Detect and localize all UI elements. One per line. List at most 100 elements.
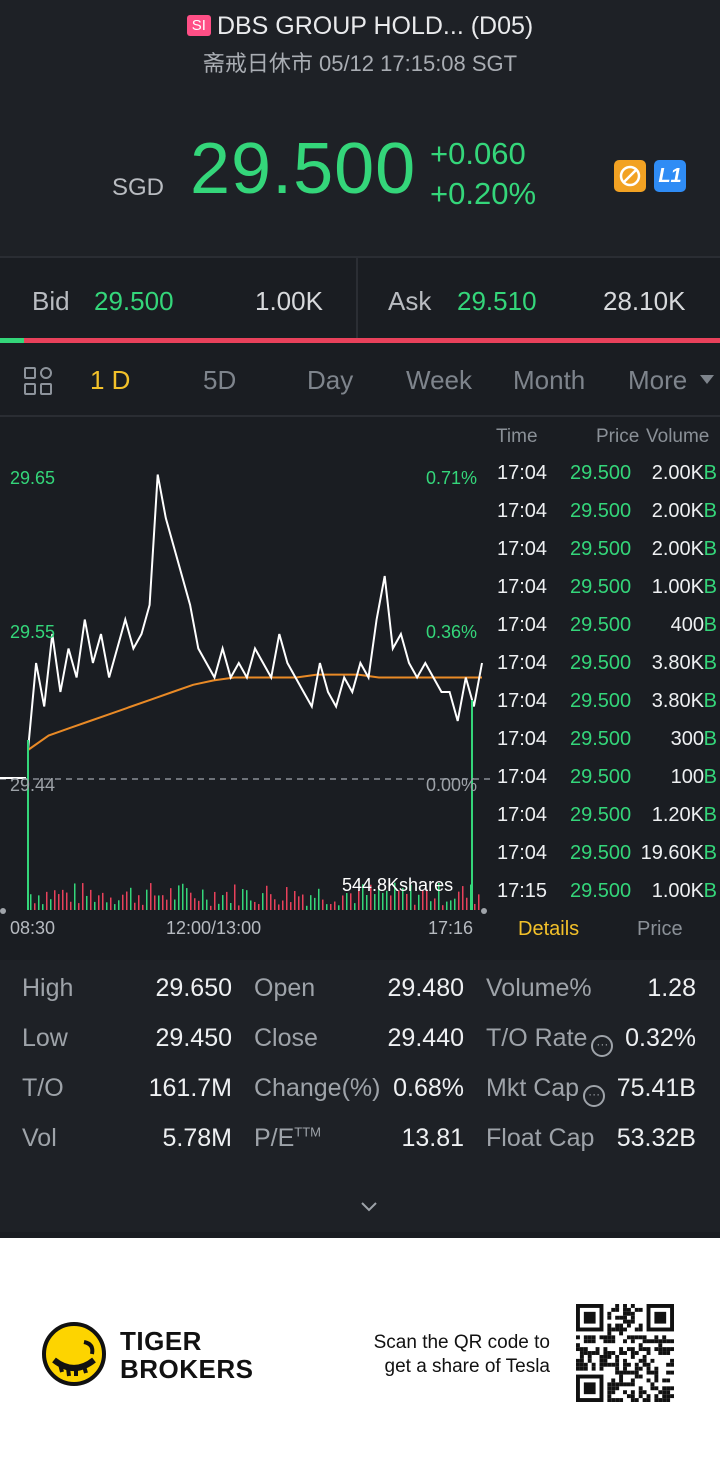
trade-volume: 2.00K [651, 538, 704, 560]
chart-canvas[interactable] [0, 420, 490, 920]
stat-high-value: 29.650 [155, 974, 232, 1002]
y-label-high: 29.65 [10, 468, 56, 488]
pct-label-base: 0.00% [426, 775, 478, 795]
trade-row: 17:04 29.500 100 B [490, 766, 720, 804]
volume-bar [454, 898, 456, 910]
volume-bar [138, 895, 140, 910]
tab-day[interactable]: Day [307, 365, 354, 395]
volume-bar [286, 887, 288, 910]
info-icon[interactable]: ··· [591, 1035, 614, 1057]
trade-volume: 3.80K [651, 690, 704, 712]
volume-bar [398, 890, 400, 910]
x-label-midday: 12:00/13:00 [166, 918, 262, 938]
tab-5d[interactable]: 5D [203, 365, 237, 395]
volume-bar [446, 901, 448, 910]
volume-bar [30, 894, 32, 910]
trade-volume: 1.00K [651, 576, 704, 598]
volume-bar [426, 889, 428, 910]
trade-volume: 100 [670, 766, 704, 788]
quote-header: SI DBS GROUP HOLD... (D05) 斋戒日休市 05/12 17… [0, 0, 720, 256]
volume-bar [94, 901, 96, 910]
trade-time: 17:04 [497, 842, 548, 864]
volume-bar [450, 900, 452, 910]
tab-more[interactable]: More [628, 365, 688, 395]
qr-code-icon [576, 1304, 674, 1402]
trade-ticker[interactable]: Time Price Volume 17:04 29.500 2.00K B 17:04… [490, 420, 720, 920]
currency-label: SGD [112, 174, 165, 201]
layout-grid-icon[interactable] [24, 367, 54, 397]
tab-1d[interactable]: 1 D [90, 365, 131, 395]
volume-bar [198, 900, 200, 910]
trade-time: 17:04 [497, 500, 548, 522]
stock-title: DBS GROUP HOLD... (D05) [216, 12, 534, 40]
volume-bar [278, 904, 280, 910]
ask-size: 28.10K [603, 286, 686, 316]
volume-bar [318, 888, 320, 910]
level1-badge-icon[interactable]: L1 [654, 160, 686, 192]
volume-bar [98, 895, 100, 910]
trade-price: 29.500 [570, 690, 632, 712]
stock-title-row[interactable]: SI DBS GROUP HOLD... (D05) [0, 12, 720, 41]
change-absolute: +0.060 [430, 136, 526, 171]
stat-high-label: High [22, 974, 74, 1002]
stat-to-label: T/O [22, 1074, 64, 1102]
ask-label: Ask [388, 286, 432, 316]
trade-alert-icon[interactable] [614, 160, 646, 192]
volume-bar [222, 895, 224, 910]
brand-line1: TIGER [120, 1326, 202, 1356]
volume-bar [430, 901, 432, 910]
stat-torate-value: 0.32% [625, 1024, 696, 1052]
more-dropdown-icon[interactable] [700, 375, 714, 385]
volume-bar [62, 889, 64, 910]
bid-ratio-bar [0, 338, 24, 343]
stat-chg-value: 0.68% [393, 1074, 464, 1102]
volume-bar [326, 904, 328, 910]
volume-bar [142, 904, 144, 910]
volume-bar [150, 883, 152, 910]
tab-week[interactable]: Week [406, 365, 472, 395]
volume-bar [218, 903, 220, 910]
expand-chevron-icon[interactable] [359, 1196, 379, 1216]
volume-bar [226, 891, 228, 910]
info-icon[interactable]: ··· [583, 1085, 606, 1107]
volume-bar [370, 884, 372, 910]
volume-bar [298, 896, 300, 910]
volume-bar [362, 884, 364, 910]
volume-bar [382, 892, 384, 910]
volume-bar [322, 899, 324, 910]
last-price: 29.500 [190, 129, 417, 209]
trade-side: B [703, 766, 717, 788]
stat-floatcap-value: 53.32B [616, 1124, 696, 1152]
intraday-chart[interactable]: 29.65 29.55 29.44 0.71% 0.36% 0.00% 544.… [0, 420, 490, 920]
volume-bar [210, 905, 212, 910]
trade-time: 17:04 [497, 766, 548, 788]
trade-price: 29.500 [570, 880, 632, 902]
trade-row: 17:04 29.500 2.00K B [490, 500, 720, 538]
trade-time: 17:15 [497, 880, 548, 902]
volume-bar [462, 886, 464, 910]
trade-price: 29.500 [570, 652, 632, 674]
volume-bar [254, 901, 256, 910]
tab-details[interactable]: Details [518, 918, 580, 940]
trade-price: 29.500 [570, 766, 632, 788]
volume-bar [90, 889, 92, 910]
volume-bar [74, 883, 76, 910]
volume-bar [230, 902, 232, 910]
tab-price-dist[interactable]: Price [637, 918, 683, 940]
trade-row: 17:15 29.500 1.00K B [490, 880, 720, 918]
tab-month[interactable]: Month [513, 365, 586, 395]
volume-bar [434, 898, 436, 910]
stat-torate-label: T/O Rate ··· [486, 1024, 614, 1057]
trade-side: B [703, 614, 717, 636]
scan-text-line1: Scan the QR code to [373, 1332, 550, 1353]
ask-ratio-bar [24, 338, 720, 343]
stat-mktcap-label: Mkt Cap ··· [486, 1074, 606, 1107]
x-label-open: 08:30 [10, 918, 56, 938]
col-time: Time [496, 426, 538, 447]
trade-side: B [703, 880, 717, 902]
trade-volume: 1.20K [651, 804, 704, 826]
volume-bar [350, 893, 352, 910]
stat-volpct-label: Volume% [486, 974, 592, 1002]
volume-bar [302, 894, 304, 910]
volume-bar [394, 882, 396, 910]
